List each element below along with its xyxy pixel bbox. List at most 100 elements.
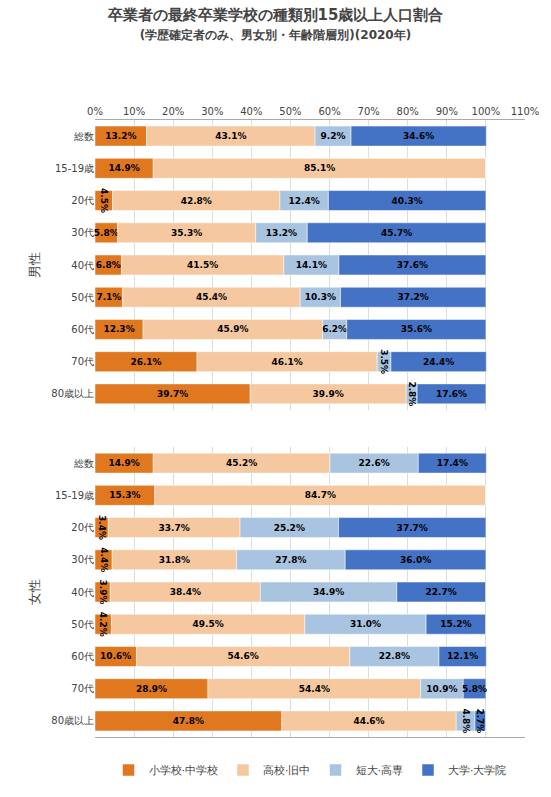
svg-text:45.7%: 45.7% <box>381 228 412 238</box>
svg-text:3.9%: 3.9% <box>98 580 108 605</box>
svg-text:男性: 男性 <box>27 252 42 278</box>
svg-text:31.8%: 31.8% <box>159 555 190 565</box>
svg-text:20%: 20% <box>162 106 184 117</box>
svg-text:短大·高専: 短大·高専 <box>356 764 404 777</box>
svg-text:70代: 70代 <box>71 683 94 694</box>
svg-text:60代: 60代 <box>71 324 94 335</box>
svg-text:卒業者の最終卒業学校の種類別15歳以上人口割合(学歴確定者の: 卒業者の最終卒業学校の種類別15歳以上人口割合(学歴確定者のみ、男女別・年齢階層… <box>107 6 444 43</box>
svg-text:10%: 10% <box>123 106 145 117</box>
svg-text:30代: 30代 <box>71 227 94 238</box>
svg-text:総数: 総数 <box>73 458 94 469</box>
svg-text:84.7%: 84.7% <box>305 490 336 500</box>
svg-text:22.7%: 22.7% <box>426 587 457 597</box>
svg-text:17.4%: 17.4% <box>437 458 468 468</box>
svg-text:40%: 40% <box>240 106 262 117</box>
svg-text:34.6%: 34.6% <box>403 131 434 141</box>
svg-text:女性: 女性 <box>27 579 42 605</box>
svg-text:50代: 50代 <box>71 292 94 303</box>
svg-text:12.4%: 12.4% <box>289 196 320 206</box>
svg-text:45.4%: 45.4% <box>196 292 227 302</box>
svg-text:6.2%: 6.2% <box>322 324 347 334</box>
svg-text:110%: 110% <box>511 106 540 117</box>
svg-text:3.4%: 3.4% <box>97 515 107 540</box>
svg-text:70代: 70代 <box>71 356 94 367</box>
svg-text:28.9%: 28.9% <box>136 684 167 694</box>
svg-text:80歳以上: 80歳以上 <box>51 388 94 399</box>
svg-text:44.6%: 44.6% <box>353 716 384 726</box>
svg-text:39.7%: 39.7% <box>157 389 188 399</box>
svg-text:85.1%: 85.1% <box>304 163 335 173</box>
svg-text:37.7%: 37.7% <box>397 523 428 533</box>
svg-text:34.9%: 34.9% <box>313 587 344 597</box>
svg-text:12.3%: 12.3% <box>103 324 134 334</box>
svg-text:25.2%: 25.2% <box>274 523 305 533</box>
svg-text:47.8%: 47.8% <box>173 716 204 726</box>
svg-text:6.8%: 6.8% <box>96 260 121 270</box>
svg-text:35.6%: 35.6% <box>401 324 432 334</box>
svg-text:31.0%: 31.0% <box>350 619 381 629</box>
svg-text:45.2%: 45.2% <box>226 458 257 468</box>
svg-text:22.8%: 22.8% <box>379 651 410 661</box>
svg-text:20代: 20代 <box>71 522 94 533</box>
svg-text:37.2%: 37.2% <box>398 292 429 302</box>
svg-text:38.4%: 38.4% <box>170 587 201 597</box>
svg-text:80歳以上: 80歳以上 <box>51 715 94 726</box>
svg-text:10.6%: 10.6% <box>100 651 131 661</box>
svg-text:80%: 80% <box>397 106 419 117</box>
svg-text:30代: 30代 <box>71 554 94 565</box>
svg-text:41.5%: 41.5% <box>187 260 218 270</box>
svg-text:15-19歳: 15-19歳 <box>55 163 94 174</box>
svg-text:45.9%: 45.9% <box>217 324 248 334</box>
svg-text:54.4%: 54.4% <box>299 684 330 694</box>
svg-text:49.5%: 49.5% <box>193 619 224 629</box>
svg-text:総数: 総数 <box>73 131 94 142</box>
svg-text:22.6%: 22.6% <box>358 458 389 468</box>
svg-text:10.9%: 10.9% <box>426 684 457 694</box>
svg-text:0%: 0% <box>87 106 103 117</box>
svg-text:39.9%: 39.9% <box>313 389 344 399</box>
svg-text:4.4%: 4.4% <box>99 547 109 572</box>
svg-text:13.2%: 13.2% <box>105 131 136 141</box>
svg-text:54.6%: 54.6% <box>228 651 259 661</box>
svg-text:35.3%: 35.3% <box>171 228 202 238</box>
svg-text:5.8%: 5.8% <box>94 228 119 238</box>
svg-text:2.7%: 2.7% <box>475 708 485 733</box>
svg-text:14.1%: 14.1% <box>296 260 327 270</box>
svg-text:26.1%: 26.1% <box>130 357 161 367</box>
svg-text:4.2%: 4.2% <box>98 612 108 637</box>
svg-text:小学校·中学校: 小学校·中学校 <box>149 764 219 777</box>
svg-text:2.8%: 2.8% <box>407 381 417 406</box>
svg-text:4.5%: 4.5% <box>99 188 109 213</box>
svg-text:5.8%: 5.8% <box>462 684 487 694</box>
svg-text:3.5%: 3.5% <box>379 349 389 374</box>
svg-text:14.9%: 14.9% <box>109 458 140 468</box>
svg-text:7.1%: 7.1% <box>96 292 121 302</box>
svg-text:17.6%: 17.6% <box>436 389 467 399</box>
svg-text:15-19歳: 15-19歳 <box>55 490 94 501</box>
svg-text:4.8%: 4.8% <box>461 708 471 733</box>
svg-text:50%: 50% <box>279 106 301 117</box>
svg-text:100%: 100% <box>472 106 501 117</box>
svg-text:15.2%: 15.2% <box>440 619 471 629</box>
svg-text:46.1%: 46.1% <box>272 357 303 367</box>
svg-text:42.8%: 42.8% <box>181 196 212 206</box>
svg-text:20代: 20代 <box>71 195 94 206</box>
svg-text:60代: 60代 <box>71 651 94 662</box>
svg-text:40代: 40代 <box>71 260 94 271</box>
svg-text:40代: 40代 <box>71 587 94 598</box>
svg-text:高校·旧中: 高校·旧中 <box>263 764 311 777</box>
svg-text:60%: 60% <box>318 106 340 117</box>
svg-text:70%: 70% <box>358 106 380 117</box>
svg-text:24.4%: 24.4% <box>423 357 454 367</box>
svg-text:30%: 30% <box>201 106 223 117</box>
svg-text:37.6%: 37.6% <box>397 260 428 270</box>
svg-text:13.2%: 13.2% <box>266 228 297 238</box>
svg-text:43.1%: 43.1% <box>215 131 246 141</box>
svg-text:33.7%: 33.7% <box>159 523 190 533</box>
svg-text:14.9%: 14.9% <box>109 163 140 173</box>
svg-text:12.1%: 12.1% <box>447 651 478 661</box>
svg-text:40.3%: 40.3% <box>392 196 423 206</box>
svg-text:15.3%: 15.3% <box>109 490 140 500</box>
svg-text:36.0%: 36.0% <box>400 555 431 565</box>
svg-text:50代: 50代 <box>71 619 94 630</box>
